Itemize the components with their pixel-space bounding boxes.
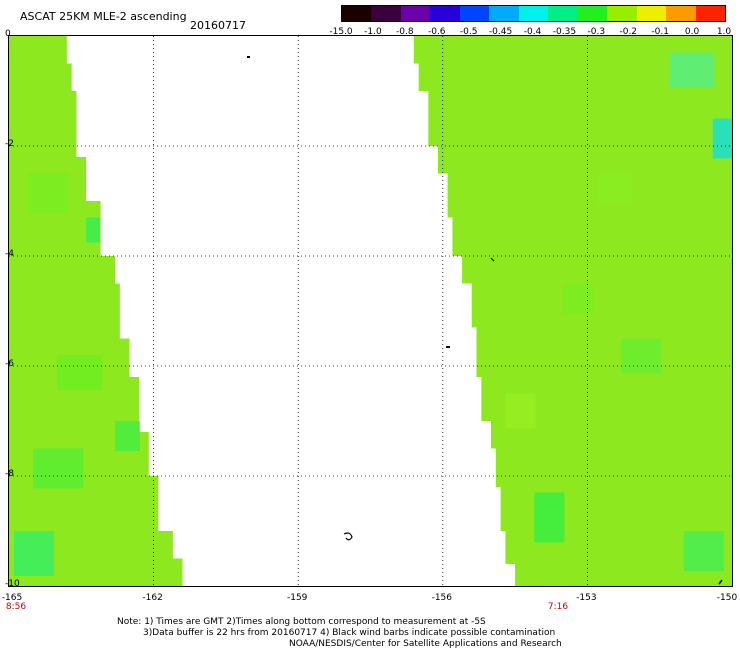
longitude-label: -165 [1, 593, 23, 603]
note-line-1: Note: 1) Times are GMT 2)Times along bot… [117, 617, 486, 627]
color-scale-label: 1.0 [716, 27, 732, 37]
pass-time-label: 8:56 [5, 602, 27, 612]
wind-speed-patch [28, 173, 69, 214]
longitude-label: -153 [576, 593, 597, 603]
color-scale-segment [489, 6, 519, 21]
latitude-label: -8 [5, 469, 14, 479]
color-scale-segment [518, 6, 549, 21]
wind-speed-patch [669, 52, 715, 88]
color-scale-label: -0.5 [459, 27, 478, 37]
note-line-3: NOAA/NESDIS/Center for Satellite Applica… [289, 639, 562, 649]
wind-speed-patch [563, 283, 594, 314]
color-scale-segment [430, 6, 460, 21]
color-scale-label: -0.2 [619, 27, 638, 37]
wind-speed-patch [621, 338, 662, 374]
wind-speed-patch [86, 217, 101, 243]
longitude-label: -162 [142, 593, 163, 603]
longitude-label: -159 [286, 593, 308, 603]
wind-speed-patch [505, 393, 536, 429]
plot-title: ASCAT 25KM MLE-2 ascending [20, 10, 187, 23]
color-scale-segment [548, 6, 578, 21]
color-scale-label: -0.1 [651, 27, 669, 37]
wind-speed-patch [712, 118, 732, 159]
plot-date: 20160717 [190, 19, 246, 32]
wind-swath-map [9, 36, 732, 586]
color-scale-label: -0.4 [523, 27, 542, 37]
latitude-label: 0 [5, 29, 11, 39]
color-scale-label: -0.35 [552, 27, 577, 37]
wind-speed-patch [115, 421, 141, 451]
color-scale-segment [577, 6, 608, 21]
swath-left [9, 36, 188, 586]
color-scale-segment [666, 6, 696, 21]
longitude-label: -150 [716, 593, 738, 603]
color-scale-bar [341, 5, 726, 22]
color-scale-segment [400, 6, 431, 21]
color-scale-segment [371, 6, 401, 21]
island-marker [247, 56, 250, 58]
wind-barb [718, 579, 723, 585]
color-scale-segment [607, 6, 637, 21]
wind-speed-patch [13, 531, 54, 576]
color-scale-label: -1.0 [364, 27, 382, 37]
wind-speed-patch [683, 531, 724, 571]
wind-speed-patch [534, 492, 565, 543]
wind-speed-patch [597, 173, 633, 204]
color-scale-labels: -15.0 -1.0 -0.8 -0.6 -0.5 -0.45 -0.4 -0.35 -0.3 -… [325, 27, 735, 39]
latitude-label: -6 [5, 359, 14, 369]
pass-time-label: 7:16 [547, 602, 569, 612]
color-scale-label: -0.6 [427, 27, 446, 37]
color-scale-label: -15.0 [329, 27, 353, 37]
wind-speed-patch [33, 448, 84, 489]
latitude-label: -10 [5, 579, 20, 589]
latitude-label: -2 [5, 139, 14, 149]
longitude-label: -156 [431, 593, 453, 603]
latitude-label: -4 [5, 249, 14, 259]
color-scale-segment [636, 6, 667, 21]
color-scale-label: -0.8 [396, 27, 414, 37]
color-scale-segment [459, 6, 490, 21]
map-plot-area [8, 35, 733, 587]
wind-barb [490, 257, 495, 262]
color-scale-label: -0.45 [488, 27, 513, 37]
color-scale-label: -0.3 [587, 27, 606, 37]
color-scale-label: 0.0 [684, 27, 700, 37]
island-marker [343, 532, 353, 541]
note-line-2: 3)Data buffer is 22 hrs from 20160717 4)… [143, 628, 556, 638]
island-marker [446, 346, 450, 348]
wind-speed-patch [57, 355, 103, 390]
color-scale-segment [342, 6, 372, 21]
color-scale-segment [695, 6, 726, 21]
